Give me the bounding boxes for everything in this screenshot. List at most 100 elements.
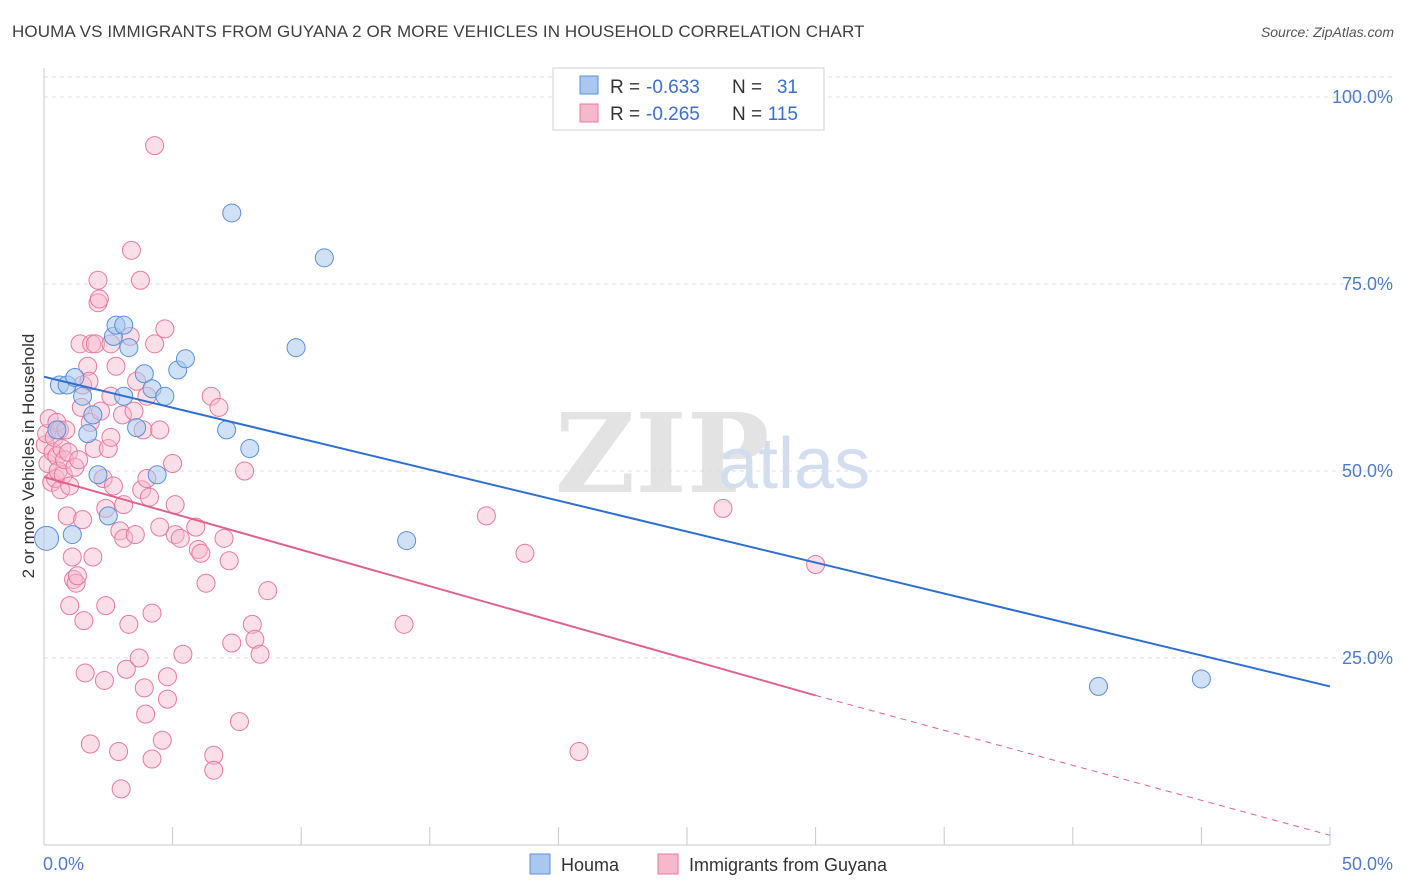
- guyana-trend-line: [43, 476, 816, 697]
- guyana-point: [130, 270, 150, 290]
- guyana-point: [145, 136, 165, 156]
- guyana-point: [119, 614, 139, 634]
- houma-point: [175, 349, 195, 369]
- guyana-point: [245, 629, 265, 649]
- guyana-point: [121, 240, 141, 260]
- guyana-point: [60, 596, 80, 616]
- guyana-point: [101, 427, 121, 447]
- guyana-point: [134, 678, 154, 698]
- houma-point: [127, 418, 147, 438]
- legend-n-label-guyana: N =: [732, 104, 762, 125]
- guyana-point: [64, 569, 84, 589]
- guyana-point: [69, 450, 89, 470]
- guyana-point: [136, 704, 156, 724]
- guyana-point: [103, 476, 123, 496]
- legend-swatch-houma: [579, 75, 599, 95]
- guyana-point: [222, 633, 242, 653]
- guyana-point: [188, 540, 208, 560]
- guyana-point: [165, 525, 185, 545]
- watermark: ZIP atlas: [555, 389, 870, 518]
- houma-points: [34, 203, 1211, 696]
- guyana-point: [150, 517, 170, 537]
- houma-point: [34, 525, 60, 551]
- houma-point: [119, 338, 139, 358]
- guyana-point: [214, 528, 234, 548]
- legend-r-label-houma: R =: [610, 77, 640, 98]
- guyana-point: [142, 749, 162, 769]
- guyana-point: [250, 644, 270, 664]
- guyana-point: [83, 547, 103, 567]
- guyana-point: [80, 734, 100, 754]
- bottom-legend-label-guyana: Immigrants from Guyana: [689, 855, 888, 875]
- legend-r-value-guyana: -0.265: [646, 104, 700, 125]
- houma-point: [240, 439, 260, 459]
- legend-n-value-guyana: 115: [768, 104, 798, 125]
- guyana-point: [73, 510, 93, 530]
- legend-r-value-houma: -0.633: [646, 77, 700, 98]
- watermark-atlas: atlas: [718, 424, 870, 504]
- guyana-point: [88, 270, 108, 290]
- guyana-point: [204, 745, 224, 765]
- legend-swatch-guyana: [579, 103, 599, 123]
- bottom-legend: Houma Immigrants from Guyana: [529, 853, 888, 875]
- guyana-point: [114, 528, 134, 548]
- houma-point: [397, 531, 417, 551]
- guyana-point: [53, 465, 73, 485]
- guyana-trend-line-extension: [815, 694, 1331, 836]
- guyana-point: [152, 730, 172, 750]
- guyana-point: [196, 573, 216, 593]
- guyana-point: [75, 663, 95, 683]
- guyana-point: [145, 334, 165, 354]
- guyana-point: [219, 551, 239, 571]
- guyana-point: [242, 614, 262, 634]
- trend-lines: [43, 375, 1331, 836]
- guyana-point: [191, 543, 211, 563]
- gridlines: [44, 76, 1393, 659]
- guyana-point: [96, 596, 116, 616]
- guyana-point: [132, 480, 152, 500]
- guyana-point: [66, 573, 86, 593]
- houma-point: [62, 525, 82, 545]
- guyana-point: [394, 614, 414, 634]
- guyana-point: [111, 779, 131, 799]
- y-axis-title: 2 or more Vehicles in Household: [19, 334, 38, 579]
- bottom-legend-swatch-guyana: [657, 853, 679, 875]
- houma-point: [78, 424, 98, 444]
- y-tick-label: 25.0%: [1342, 648, 1393, 668]
- houma-point: [88, 465, 108, 485]
- guyana-point: [106, 356, 126, 376]
- guyana-point: [139, 487, 159, 507]
- houma-point: [1191, 669, 1211, 689]
- guyana-point: [713, 498, 733, 518]
- guyana-point: [52, 439, 72, 459]
- chart-title: HOUMA VS IMMIGRANTS FROM GUYANA 2 OR MOR…: [12, 22, 865, 41]
- guyana-point: [94, 670, 114, 690]
- guyana-point: [165, 495, 185, 515]
- guyana-point: [476, 506, 496, 526]
- x-tick-labels: 0.0% 50.0%: [43, 854, 1393, 874]
- houma-point: [147, 465, 167, 485]
- houma-point: [286, 338, 306, 358]
- guyana-point: [170, 528, 190, 548]
- guyana-point: [201, 386, 221, 406]
- y-tick-label: 75.0%: [1342, 274, 1393, 294]
- guyana-point: [204, 760, 224, 780]
- legend-r-label-guyana: R =: [610, 104, 640, 125]
- guyana-point: [89, 289, 109, 309]
- legend-n-label-houma: N =: [732, 77, 762, 98]
- houma-point: [1089, 676, 1109, 696]
- houma-point: [314, 248, 334, 268]
- guyana-point: [125, 525, 145, 545]
- guyana-point: [155, 319, 175, 339]
- watermark-zip: ZIP: [555, 389, 769, 518]
- houma-point: [114, 315, 134, 335]
- guyana-point: [116, 659, 136, 679]
- houma-point: [65, 368, 85, 387]
- houma-point: [134, 364, 154, 384]
- guyana-point: [85, 334, 105, 354]
- houma-point: [222, 203, 242, 223]
- guyana-point: [258, 581, 278, 601]
- guyana-point: [163, 454, 183, 474]
- x-tick-label-min: 0.0%: [43, 854, 84, 874]
